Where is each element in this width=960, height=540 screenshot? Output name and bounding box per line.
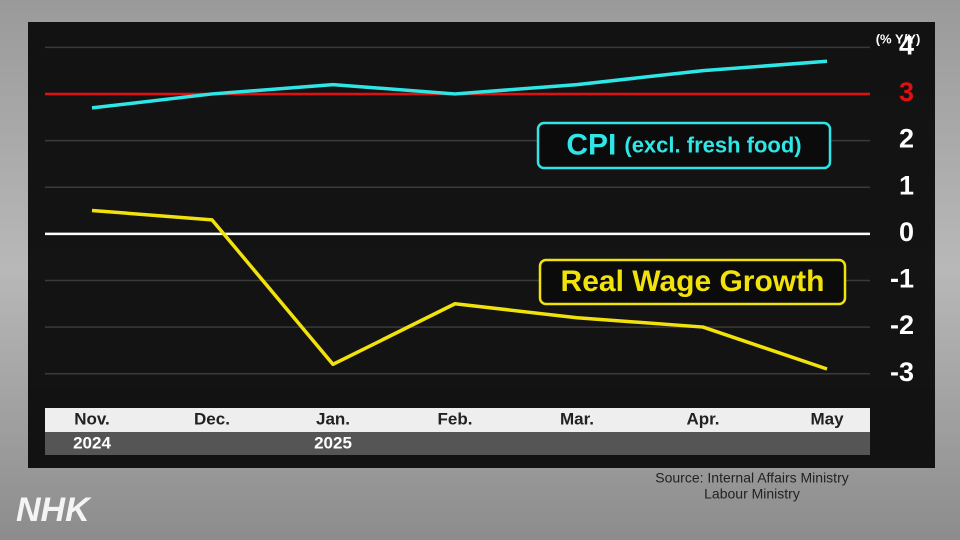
logo: NHK [16, 491, 92, 529]
series-line [91, 208, 828, 371]
panel [28, 22, 935, 468]
series-label-box [536, 121, 832, 170]
series-line [91, 59, 828, 110]
source-line: Source: Internal Affairs Ministry [655, 470, 848, 486]
series-note: (excl. fresh food) [624, 132, 801, 157]
series-name: CPI [566, 128, 616, 161]
source-line: Labour Ministry [704, 486, 800, 502]
y-tick-label: -2 [890, 310, 914, 340]
series-name: Real Wage Growth [561, 265, 825, 298]
y-tick-label: -3 [890, 357, 914, 387]
x-tick-label: Jan. [316, 409, 350, 428]
x-tick-label: May [810, 409, 844, 428]
month-band [45, 408, 870, 432]
x-tick-label: Nov. [74, 409, 110, 428]
y-tick-label: 3 [899, 77, 914, 107]
y-tick-label: 4 [899, 30, 914, 60]
x-tick-label: Apr. [686, 409, 719, 428]
year-label: 2025 [314, 433, 352, 452]
series-label-box [538, 258, 847, 306]
unit-label: (% Y/Y) [876, 31, 921, 46]
x-tick-label: Dec. [194, 409, 230, 428]
x-tick-label: Mar. [560, 409, 594, 428]
series-label: CPI (excl. fresh food) [566, 128, 801, 161]
y-tick-label: -1 [890, 264, 914, 294]
year-label: 2024 [73, 433, 111, 452]
year-band [45, 432, 870, 455]
y-tick-label: 0 [899, 217, 914, 247]
x-tick-label: Feb. [438, 409, 473, 428]
y-tick-label: 1 [899, 170, 914, 200]
series-label: Real Wage Growth [561, 265, 825, 298]
y-tick-label: 2 [899, 124, 914, 154]
